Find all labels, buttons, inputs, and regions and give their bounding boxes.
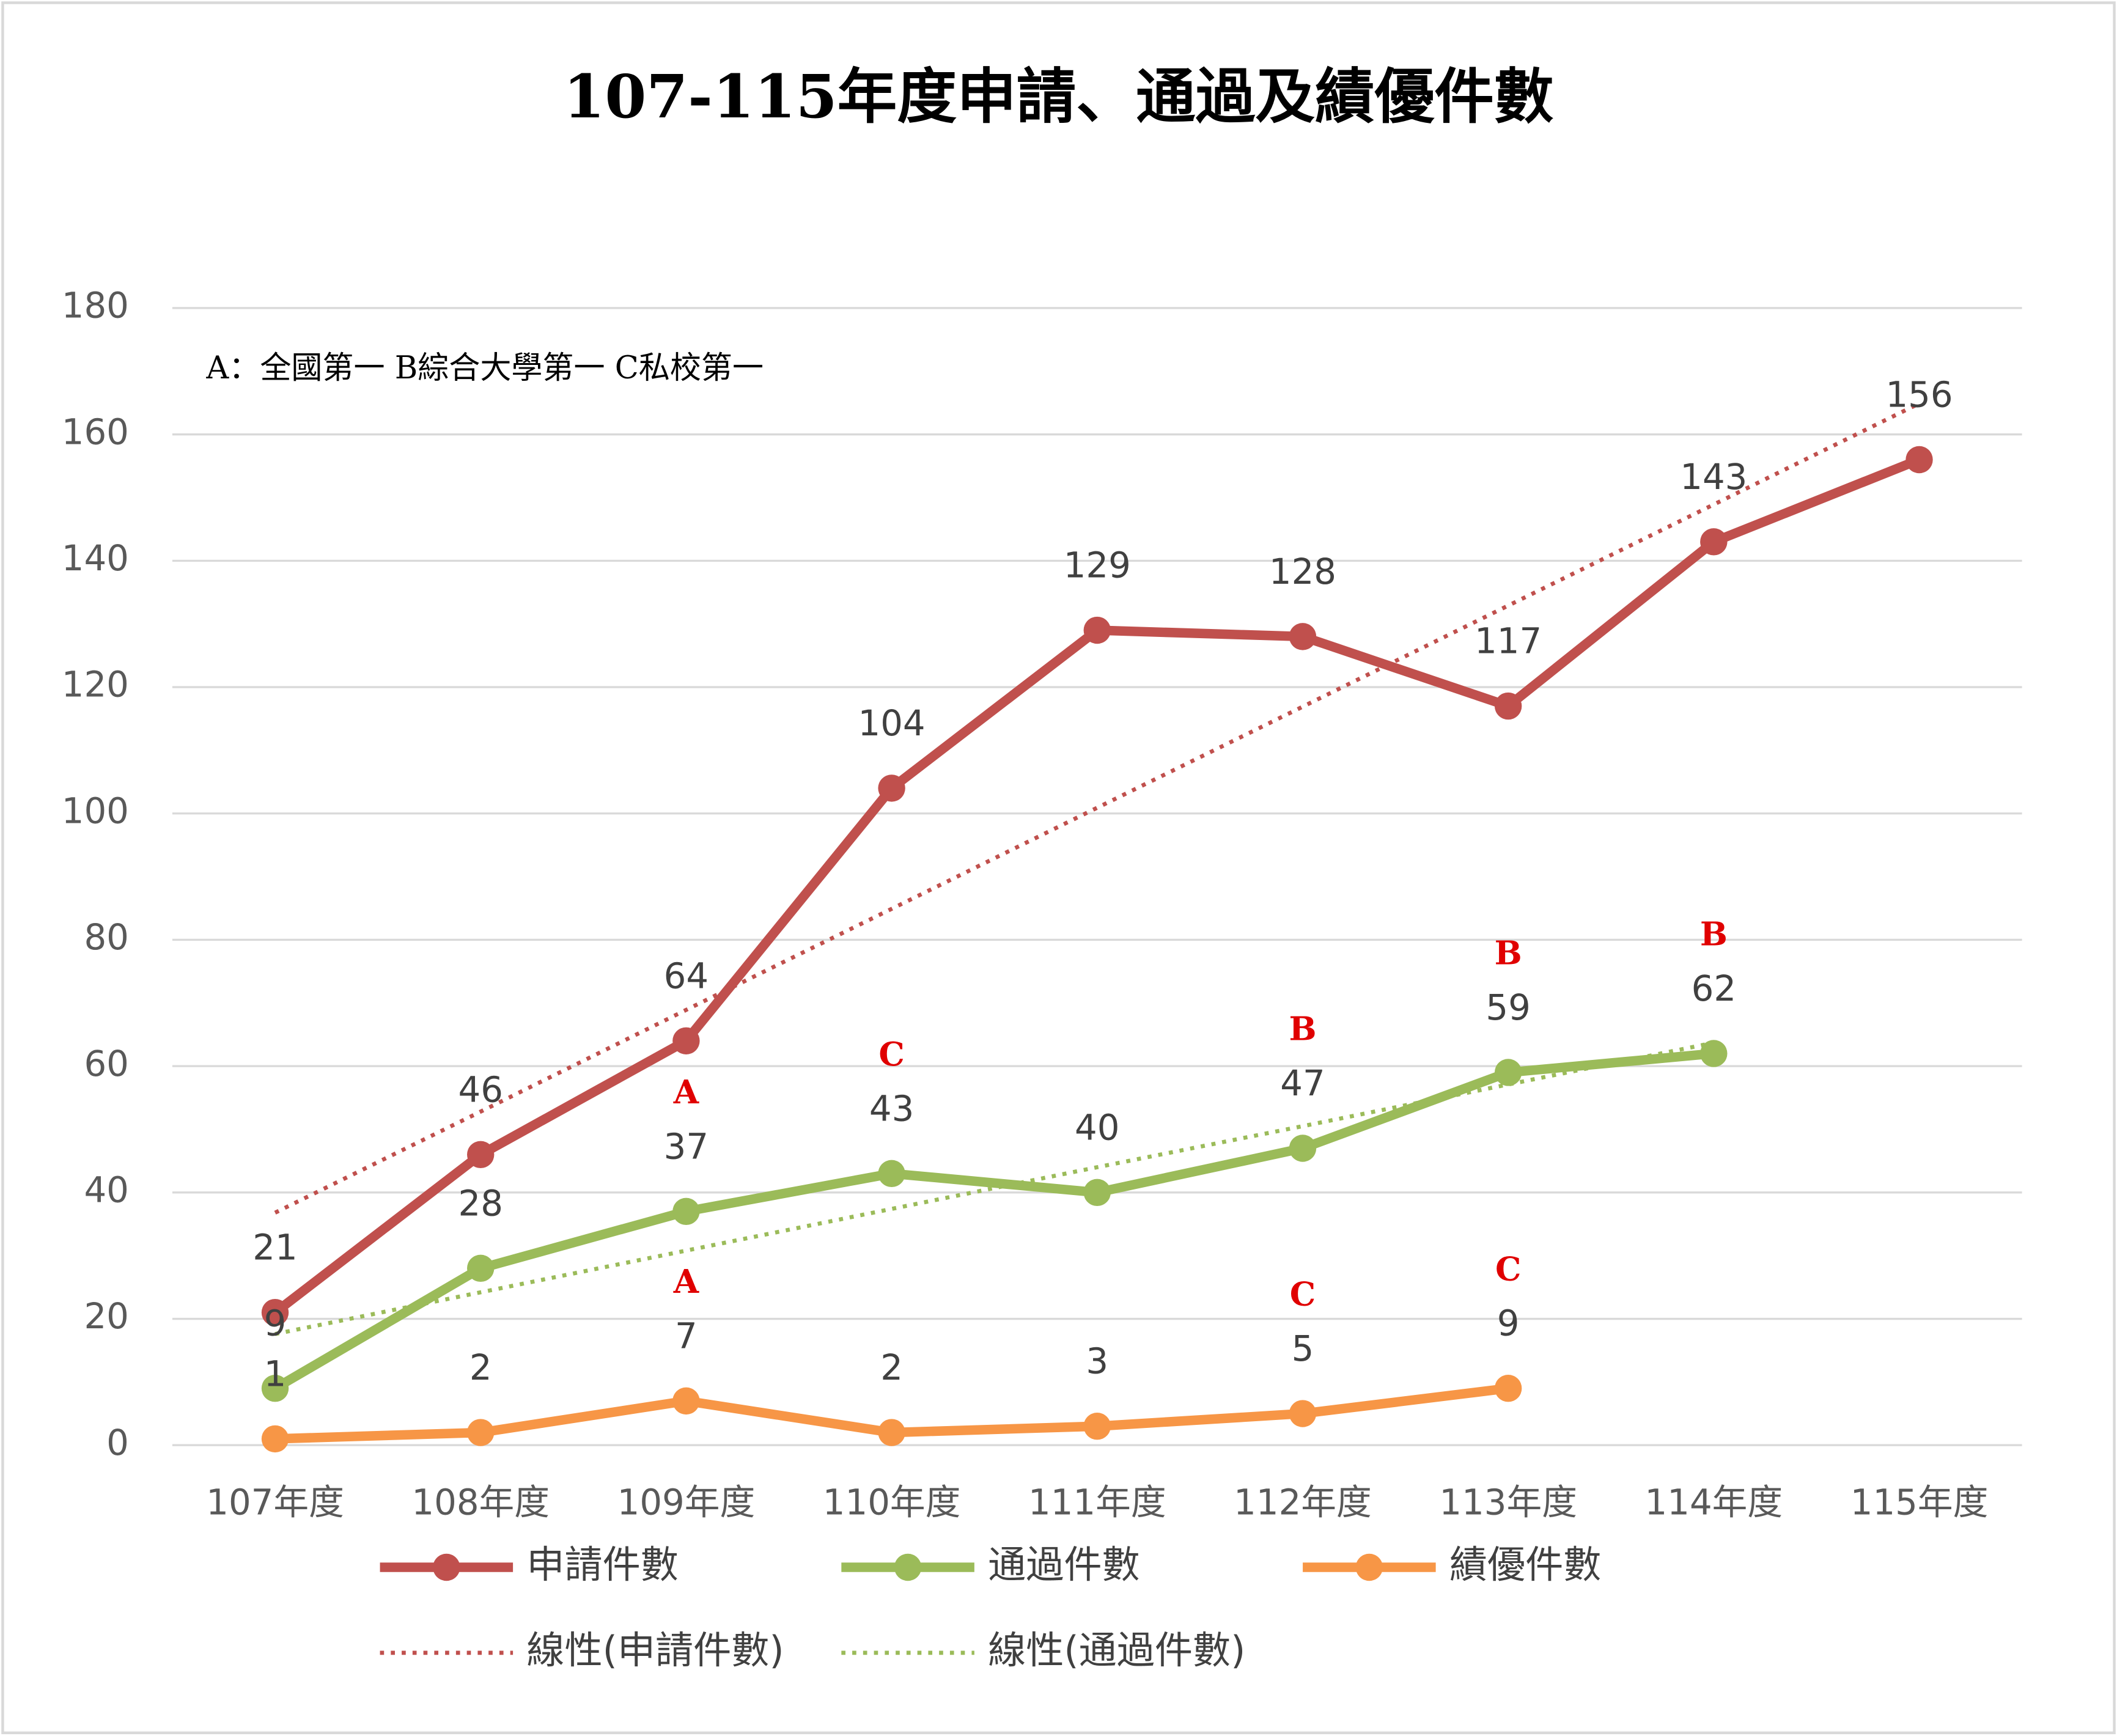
legend-label: 線性(通過件數) xyxy=(988,1628,1245,1672)
data-label: 59 xyxy=(1486,987,1530,1028)
point xyxy=(1700,1040,1728,1067)
data-label: 64 xyxy=(664,955,709,996)
point xyxy=(672,1197,700,1226)
x-tick-label: 114年度 xyxy=(1645,1482,1783,1523)
point xyxy=(878,774,905,802)
note: A：全國第一 B綜合大學第一 C私校第一 xyxy=(205,350,764,386)
x-tick-label: 110年度 xyxy=(823,1482,961,1523)
data-label: 128 xyxy=(1269,551,1336,592)
point xyxy=(1494,1059,1522,1086)
y-tick-label: 40 xyxy=(84,1169,128,1210)
point xyxy=(1905,446,1933,474)
point xyxy=(467,1254,495,1282)
series-line xyxy=(273,1048,1715,1392)
point xyxy=(261,1375,289,1402)
data-label: 46 xyxy=(458,1068,503,1110)
data-label: 47 xyxy=(1280,1062,1325,1104)
badge: B xyxy=(1289,1010,1316,1048)
badge: A xyxy=(673,1073,699,1111)
point xyxy=(672,1027,700,1054)
data-label: 40 xyxy=(1075,1106,1119,1148)
point xyxy=(1289,1400,1317,1427)
point xyxy=(1289,623,1317,650)
data-label: 21 xyxy=(252,1227,297,1268)
point xyxy=(1494,1375,1522,1402)
point xyxy=(1083,616,1111,644)
y-tick-label: 0 xyxy=(106,1422,129,1463)
data-label: 2 xyxy=(469,1347,492,1388)
y-tick-label: 80 xyxy=(84,916,128,958)
data-label: 28 xyxy=(458,1182,503,1224)
legend-marker xyxy=(433,1553,460,1581)
data-label: 9 xyxy=(1497,1303,1520,1344)
legend-label: 申請件數 xyxy=(526,1542,679,1587)
y-tick-label: 100 xyxy=(62,790,129,831)
x-tick-label: 108年度 xyxy=(411,1482,550,1523)
y-tick-label: 120 xyxy=(62,664,129,705)
point xyxy=(467,1419,495,1446)
y-tick-label: 60 xyxy=(84,1043,128,1084)
y-tick-label: 20 xyxy=(84,1295,128,1337)
point xyxy=(672,1387,700,1415)
point xyxy=(261,1425,289,1453)
badge: A xyxy=(673,1262,699,1301)
data-label: 143 xyxy=(1680,456,1747,498)
data-label: 129 xyxy=(1064,545,1131,586)
data-label: 37 xyxy=(664,1125,709,1167)
badge: C xyxy=(1290,1275,1316,1314)
y-tick-label: 140 xyxy=(62,537,129,579)
badge: C xyxy=(878,1035,904,1073)
point xyxy=(467,1141,495,1169)
legend-label: 績優件數 xyxy=(1449,1542,1602,1587)
data-label: 2 xyxy=(880,1347,903,1388)
data-label: 43 xyxy=(869,1087,914,1129)
legend-label: 線性(申請件數) xyxy=(526,1628,784,1672)
chart-title: 107-115年度申請、通過及績優件數 xyxy=(563,62,1553,132)
y-tick-label: 160 xyxy=(62,411,129,452)
data-label: 3 xyxy=(1086,1341,1108,1382)
data-label: 1 xyxy=(264,1353,287,1394)
y-tick-label: 180 xyxy=(62,285,129,326)
data-label: 9 xyxy=(264,1303,287,1344)
legend-marker xyxy=(894,1553,922,1581)
x-tick-label: 111年度 xyxy=(1028,1482,1166,1523)
data-label: 104 xyxy=(858,702,926,744)
badge: B xyxy=(1700,915,1728,954)
point xyxy=(878,1160,905,1188)
data-label: 156 xyxy=(1885,374,1953,416)
point xyxy=(1494,692,1522,720)
x-tick-label: 115年度 xyxy=(1850,1482,1989,1523)
point xyxy=(1083,1179,1111,1207)
point xyxy=(1289,1135,1317,1162)
data-label: 62 xyxy=(1692,968,1736,1009)
legend-label: 通過件數 xyxy=(988,1542,1140,1587)
point xyxy=(1083,1413,1111,1440)
data-label: 5 xyxy=(1292,1328,1314,1369)
point xyxy=(1700,528,1728,556)
x-tick-label: 109年度 xyxy=(617,1482,756,1523)
x-tick-label: 107年度 xyxy=(206,1482,344,1523)
x-tick-label: 113年度 xyxy=(1439,1482,1577,1523)
data-label: 7 xyxy=(675,1315,698,1356)
data-label: 117 xyxy=(1475,620,1542,662)
x-tick-label: 112年度 xyxy=(1234,1482,1372,1523)
trend-line xyxy=(274,402,1920,1215)
badge: B xyxy=(1495,934,1522,973)
legend-marker xyxy=(1355,1553,1383,1581)
point xyxy=(878,1419,905,1446)
badge: C xyxy=(1495,1249,1521,1288)
point xyxy=(261,1298,289,1326)
